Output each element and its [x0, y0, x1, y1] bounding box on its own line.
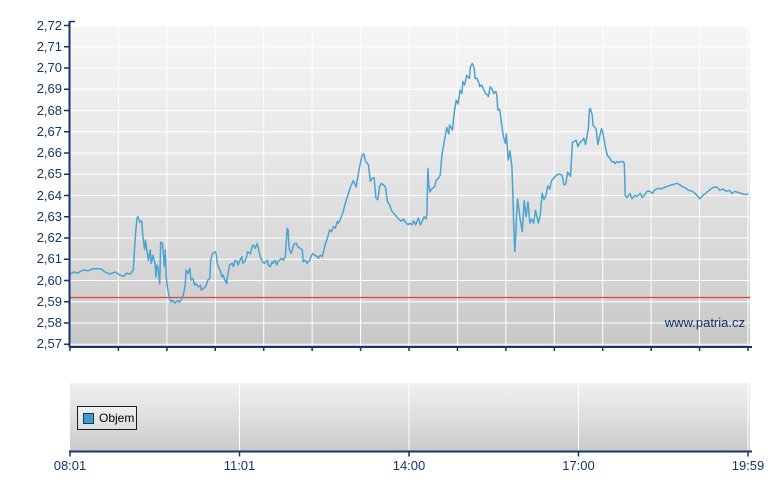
y-axis-tick-label: 2,70 [36, 60, 62, 75]
y-axis-tick-label: 2,57 [36, 336, 62, 352]
x-axis-tick-label: 17:00 [562, 458, 595, 473]
x-axis-tick-label: 08:01 [53, 458, 87, 473]
x-axis-tick-label: 11:01 [223, 458, 256, 473]
y-axis-tick-label: 2,63 [36, 208, 62, 224]
volume-series-marker-icon [83, 412, 94, 424]
y-axis-tick-label: 2,66 [36, 145, 62, 160]
x-axis-tick-label: 19:59 [731, 458, 765, 473]
y-axis-tick-label: 2,64 [36, 187, 62, 203]
y-axis-tick-label: 2,68 [36, 102, 62, 118]
watermark: www.patria.cz [664, 315, 745, 330]
legend-box: Objem [77, 406, 137, 430]
y-axis-tick-label: 2,67 [36, 123, 62, 139]
y-axis-tick-label: 2,72 [36, 17, 62, 33]
y-axis-tick-label: 2,69 [36, 81, 62, 97]
y-axis-tick-label: 2,62 [36, 230, 62, 245]
y-axis-tick-label: 2,60 [36, 272, 62, 288]
y-axis-tick-label: 2,71 [36, 38, 62, 54]
y-axis-tick-label: 2,65 [36, 166, 62, 182]
y-axis-tick-label: 2,59 [36, 293, 62, 309]
legend-label: Objem [99, 411, 135, 425]
main-plot-area [70, 25, 750, 347]
y-axis-tick-label: 2,58 [36, 315, 62, 330]
y-axis-tick-label: 2,61 [36, 251, 62, 267]
volume-plot-area [70, 383, 750, 451]
x-axis-tick-label: 14:00 [392, 458, 426, 473]
